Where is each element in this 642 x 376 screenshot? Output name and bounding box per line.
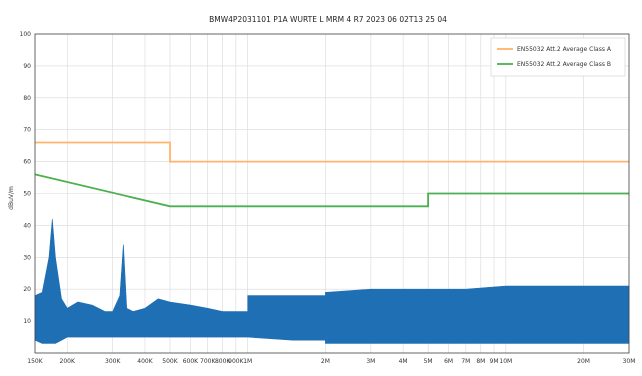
y-tick-labels: 10 20 30 40 50 60 70 80 90 100 [20,31,32,325]
x-tick-label: 300K [105,358,121,365]
y-tick-label: 100 [20,31,32,38]
class-a-limit-line [35,141,629,163]
x-tick-label: 1M [243,358,252,365]
x-tick-label: 7M [461,358,470,365]
x-tick-label: 150K [27,358,43,365]
x-tick-label: 200K [60,358,76,365]
series-area [34,218,630,344]
x-tick-label: 900K [228,358,244,365]
x-tick-label: 800K [215,358,231,365]
x-tick-label: 4M [399,358,408,365]
y-axis-label: dBuV/m [8,186,15,210]
legend-box [490,37,626,77]
x-tick-label: 400K [137,358,153,365]
y-tick-label: 90 [23,63,31,70]
x-tick-label: 600K [183,358,199,365]
y-tick-label: 70 [23,127,31,134]
chart-title: BMW4P2031101 P1A WURTE L MRM 4 R7 2023 0… [209,15,447,24]
x-tick-label: 5M [424,358,433,365]
y-tick-label: 60 [23,159,31,166]
x-tick-label: 30M [623,358,636,365]
class-b-limit-line [34,173,629,208]
x-tick-label: 500K [162,358,178,365]
x-tick-label: 700K [200,358,216,365]
y-tick-label: 10 [23,318,31,325]
legend: EN55032 Att.2 Average Class A EN55032 Att… [490,37,626,77]
legend-entry: EN55032 Att.2 Average Class A [517,46,612,53]
x-tick-label: 20M [577,358,590,365]
measurement-trace [34,218,630,344]
y-tick-label: 40 [23,222,31,229]
x-tick-label: 6M [444,358,453,365]
y-tick-label: 20 [23,286,31,293]
y-tick-label: 50 [23,191,31,198]
x-tick-label: 9M [490,358,499,365]
x-tick-label: 3M [366,358,375,365]
series-lines [34,141,629,208]
legend-entry: EN55032 Att.2 Average Class B [517,61,611,68]
y-tick-label: 30 [23,254,31,261]
plot-frame [34,33,630,354]
x-tick-label: 8M [476,358,485,365]
x-tick-label: 2M [321,358,330,365]
y-tick-label: 80 [23,95,31,102]
x-tick-label: 10M [499,358,512,365]
